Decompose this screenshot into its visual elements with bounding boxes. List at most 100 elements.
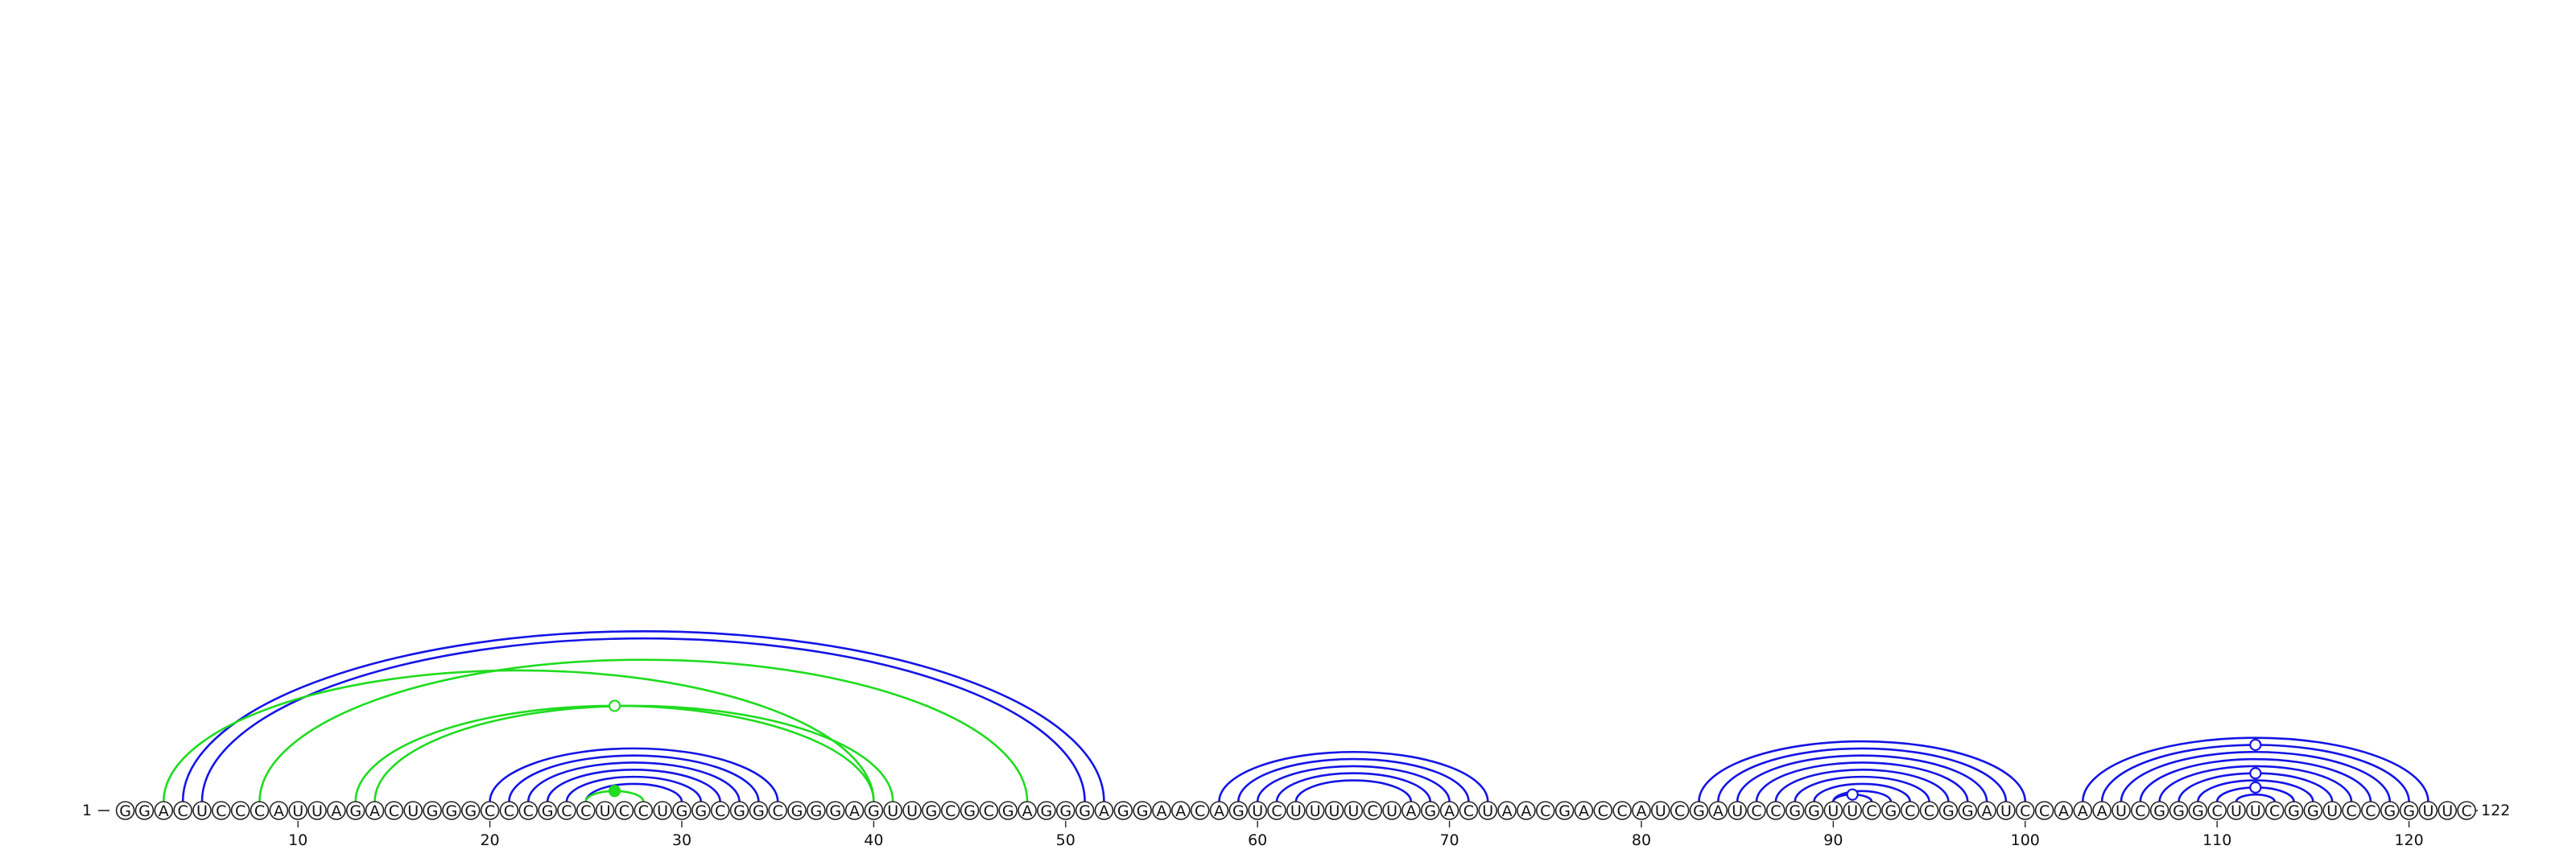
nucleotide-letter: A (1636, 802, 1646, 820)
nucleotide-letter: C (1674, 802, 1685, 820)
nucleotide-circle (384, 801, 404, 820)
nucleotide-circle (154, 801, 174, 820)
nucleotide-97: G (1958, 801, 1978, 820)
nucleotide-letter: C (638, 802, 649, 820)
nucleotide-letter: U (2000, 802, 2012, 820)
nucleotide-letter: G (676, 802, 688, 820)
nucleotide-letter: U (1329, 802, 1340, 820)
nucleotide-24: C (557, 801, 576, 820)
nucleotide-43: G (922, 801, 941, 820)
nucleotide-circle (902, 801, 922, 820)
nucleotide-circle (672, 801, 691, 820)
nucleotide-2: G (134, 801, 155, 820)
nucleotide-75: C (1535, 801, 1555, 820)
nucleotide-letter: G (1232, 802, 1245, 820)
nucleotide-letter: A (2097, 802, 2107, 820)
nucleotide-letter: G (427, 802, 439, 820)
nucleotide-letter: A (1175, 802, 1186, 820)
nucleotide-20: C (480, 801, 500, 820)
nucleotide-letter: U (2422, 802, 2434, 820)
nucleotide-letter: U (1827, 802, 1839, 820)
nucleotide-circle (1554, 801, 1575, 820)
nucleotide-103: A (2073, 801, 2093, 820)
nucleotide-19: G (460, 801, 481, 820)
nucleotide-45: G (960, 801, 980, 820)
arc-marker-108-116 (2249, 767, 2262, 780)
nucleotide-letter: C (1905, 802, 1915, 820)
nucleotide-circle (2380, 801, 2400, 820)
nucleotide-letter: U (1732, 802, 1743, 820)
nucleotide-98: A (1977, 801, 1996, 820)
nucleotide-circle (2188, 801, 2208, 820)
nucleotide-letter: U (312, 802, 323, 820)
nucleotide-102: A (2054, 801, 2074, 820)
nucleotide-44: C (940, 801, 960, 820)
nucleotide-29: U (653, 801, 672, 820)
nucleotide-circle (1938, 801, 1959, 820)
nucleotide-circle (423, 801, 442, 820)
nucleotide-letter: G (2173, 802, 2185, 820)
nucleotide-114: G (2284, 801, 2304, 820)
arc-marker-13-40 (608, 699, 621, 712)
nucleotide-56: A (1171, 801, 1191, 820)
nucleotide-circle (192, 801, 212, 820)
nucleotide-circle (576, 801, 596, 820)
nucleotide-circle (1766, 801, 1785, 820)
nucleotide-91: U (1843, 801, 1862, 820)
arc-84-99 (1717, 747, 2008, 802)
nucleotide-letter: A (1156, 802, 1166, 820)
nucleotide-37: G (807, 801, 826, 820)
nucleotide-circle (1152, 801, 1171, 820)
nucleotide-92: C (1862, 801, 1881, 820)
nucleotide-letter: A (331, 802, 341, 820)
arc-25-30 (584, 782, 683, 802)
nucleotide-101: C (2034, 801, 2054, 820)
nucleotide-circle (557, 801, 576, 820)
nucleotide-letter: C (2461, 802, 2471, 820)
nucleotide-50: G (1055, 801, 1075, 820)
nucleotide-circle (1439, 801, 1459, 820)
arc-86-97 (1755, 761, 1969, 802)
position-ticks: 10 20 30 40 50 60 70 80 90 100 110 120 (288, 821, 2424, 849)
nucleotide-circle (1708, 801, 1728, 820)
nucleotide-circle (1248, 801, 1267, 820)
nucleotide-letter: G (1079, 802, 1091, 820)
nucleotide-circle (1267, 801, 1286, 820)
nucleotide-48: A (1018, 801, 1037, 820)
arc-88-95 (1794, 775, 1930, 802)
nucleotide-circle (2284, 801, 2304, 820)
nucleotide-letter: A (274, 802, 284, 820)
nucleotide-58: A (1209, 801, 1229, 820)
nucleotide-letter: G (1059, 802, 1071, 820)
nucleotide-letter: U (2326, 802, 2338, 820)
nucleotide-96: G (1938, 801, 1959, 820)
nucleotide-letter: G (1942, 802, 1955, 820)
nucleotide-letter: G (464, 802, 477, 820)
nucleotide-letter: C (561, 802, 572, 820)
nucleotide-35: C (768, 801, 787, 820)
nucleotide-circle (403, 801, 423, 820)
nucleotide-circle (1574, 801, 1594, 820)
nucleotide-letter: A (1099, 802, 1109, 820)
nucleotide-6: C (211, 801, 231, 820)
nucleotide-87: C (1766, 801, 1785, 820)
nucleotide-28: C (634, 801, 654, 820)
nucleotide-letter: U (1252, 802, 1263, 820)
nucleotide-letter: A (2078, 802, 2088, 820)
nucleotide-letter: U (887, 802, 898, 820)
nucleotide-circle (2131, 801, 2150, 820)
nucleotide-circle (308, 801, 327, 820)
nucleotide-circle (1535, 801, 1555, 820)
nucleotide-116: U (2322, 801, 2342, 820)
nucleotide-59: G (1228, 801, 1249, 820)
nucleotide-letter: A (1982, 802, 1992, 820)
nucleotide-33: G (729, 801, 749, 820)
nucleotide-13: G (345, 801, 365, 820)
nucleotide-66: C (1363, 801, 1382, 820)
nucleotide-67: U (1382, 801, 1402, 820)
nucleotide-letter: G (1693, 802, 1705, 820)
tick-label-110: 110 (2202, 831, 2231, 849)
nucleotide-107: G (2149, 801, 2169, 820)
nucleotide-letter: C (177, 802, 188, 820)
